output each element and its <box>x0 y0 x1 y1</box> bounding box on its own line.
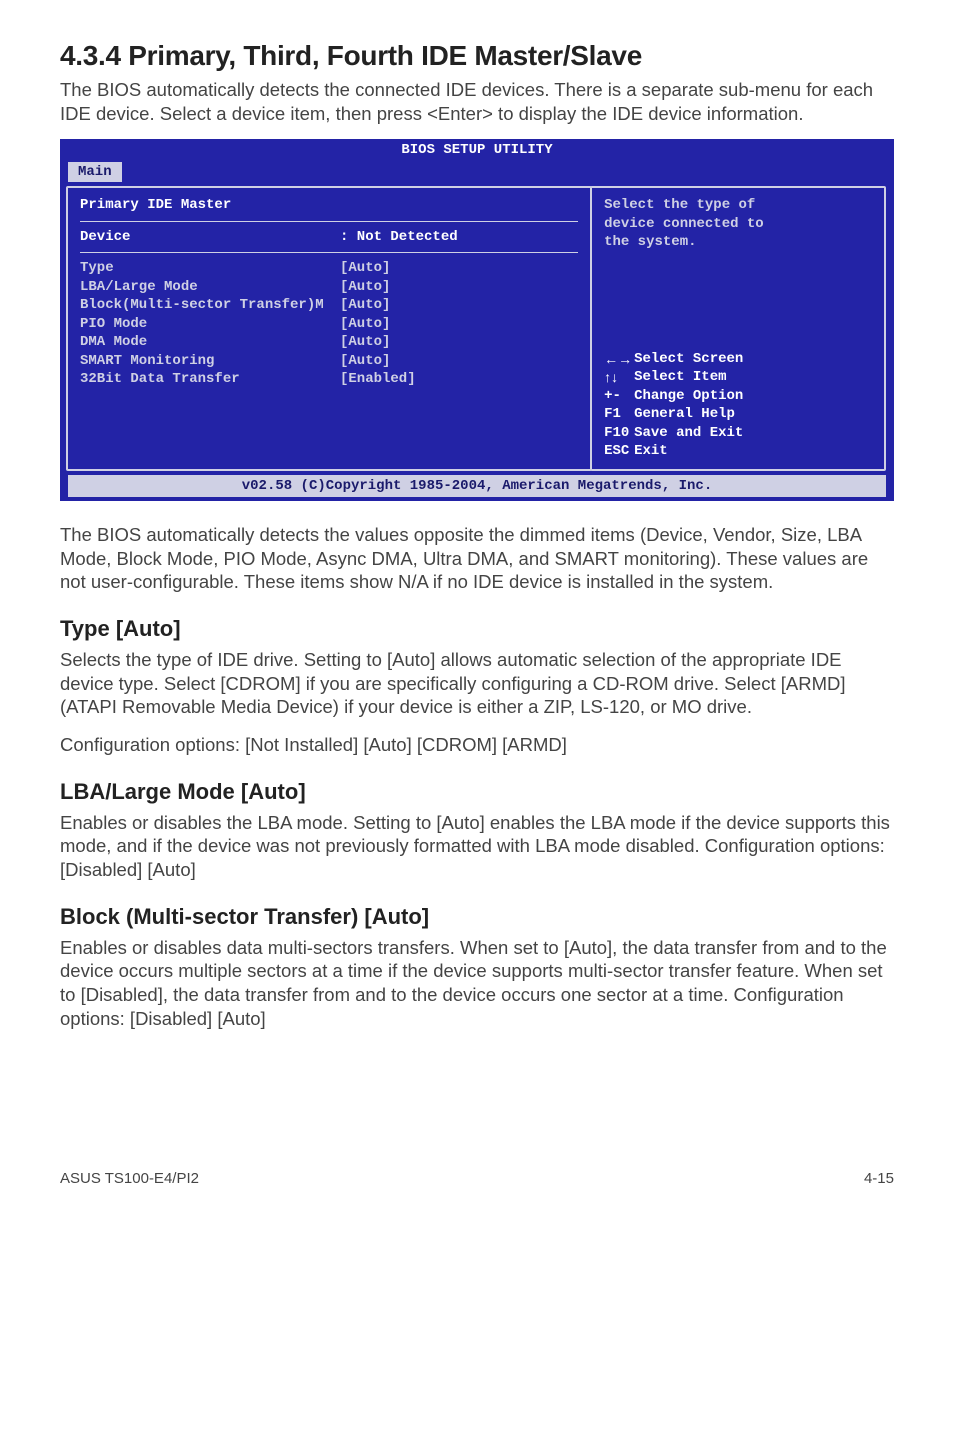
bios-footer: v02.58 (C)Copyright 1985-2004, American … <box>68 475 886 497</box>
bios-row: LBA/Large Mode[Auto] <box>80 278 578 296</box>
bios-rows: Type[Auto] LBA/Large Mode[Auto] Block(Mu… <box>80 259 578 388</box>
bios-row: 32Bit Data Transfer[Enabled] <box>80 370 578 388</box>
type-heading: Type [Auto] <box>60 616 894 642</box>
bios-help-text: Select the type of device connected to t… <box>604 196 872 251</box>
bios-left-header: Primary IDE Master <box>80 196 578 214</box>
block-heading: Block (Multi-sector Transfer) [Auto] <box>60 904 894 930</box>
bios-left-pane: Primary IDE Master Device : Not Detected… <box>66 186 592 470</box>
bios-screenshot: BIOS SETUP UTILITY Main Primary IDE Mast… <box>60 139 894 501</box>
bios-device-label: Device <box>80 228 340 246</box>
after-bios-paragraph: The BIOS automatically detects the value… <box>60 523 894 594</box>
section-number: 4.3.4 <box>60 40 121 71</box>
type-options: Configuration options: [Not Installed] [… <box>60 733 894 757</box>
bios-row: PIO Mode[Auto] <box>80 315 578 333</box>
footer-left: ASUS TS100-E4/PI2 <box>60 1170 199 1187</box>
bios-tab-main: Main <box>68 162 122 182</box>
bios-row: SMART Monitoring[Auto] <box>80 352 578 370</box>
bios-row: DMA Mode[Auto] <box>80 333 578 351</box>
block-paragraph: Enables or disables data multi-sectors t… <box>60 936 894 1031</box>
section-title: Primary, Third, Fourth IDE Master/Slave <box>128 40 642 71</box>
lba-paragraph: Enables or disables the LBA mode. Settin… <box>60 811 894 882</box>
bios-nav-help: ←→Select Screen ↑↓Select Item +-Change O… <box>604 350 872 461</box>
section-intro: The BIOS automatically detects the conne… <box>60 78 894 125</box>
bios-row: Block(Multi-sector Transfer)M[Auto] <box>80 296 578 314</box>
bios-right-pane: Select the type of device connected to t… <box>590 186 886 470</box>
bios-title: BIOS SETUP UTILITY <box>60 139 894 161</box>
bios-tabbar: Main <box>60 162 894 186</box>
bios-row: Type[Auto] <box>80 259 578 277</box>
lba-heading: LBA/Large Mode [Auto] <box>60 779 894 805</box>
section-heading: 4.3.4 Primary, Third, Fourth IDE Master/… <box>60 40 894 72</box>
footer-right: 4-15 <box>864 1170 894 1187</box>
type-paragraph: Selects the type of IDE drive. Setting t… <box>60 648 894 719</box>
page-footer: ASUS TS100-E4/PI2 4-15 <box>60 1170 894 1187</box>
bios-device-value: : Not Detected <box>340 228 458 246</box>
